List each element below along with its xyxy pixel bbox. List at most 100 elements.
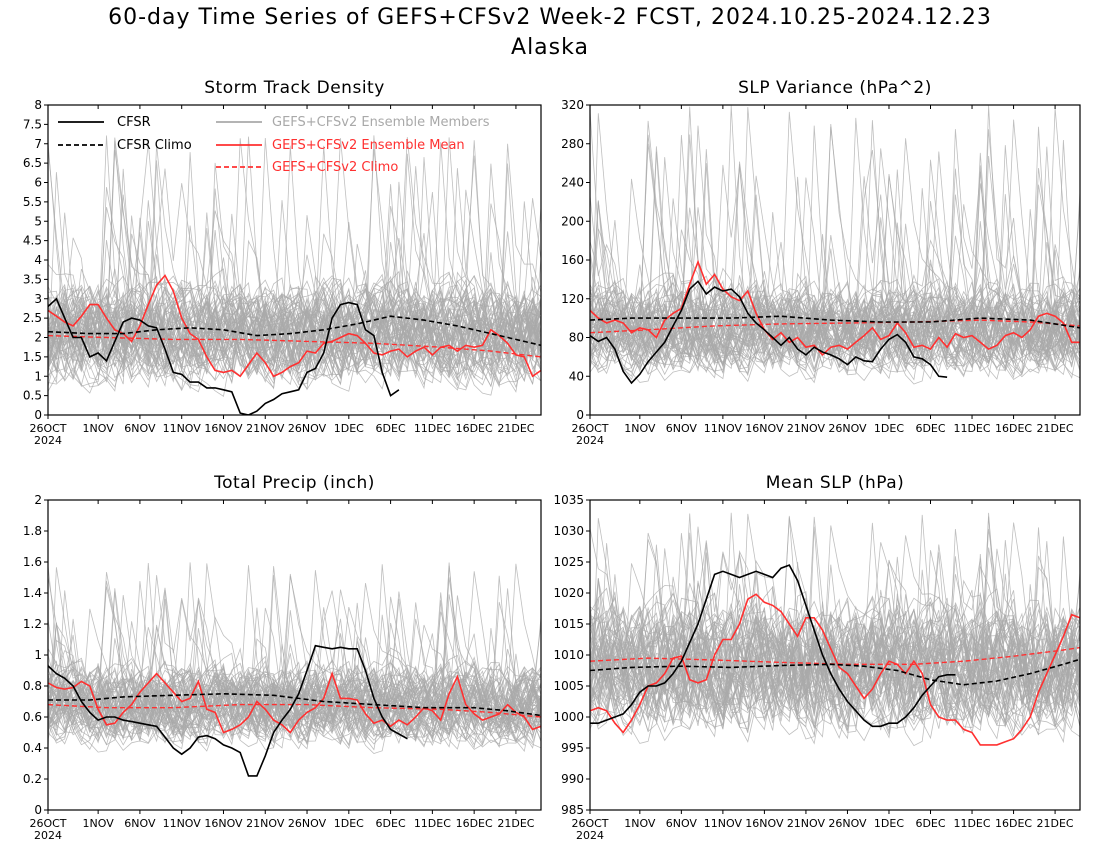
plot-area bbox=[48, 562, 541, 777]
member-line bbox=[48, 563, 541, 736]
y-tick-label: 1030 bbox=[553, 524, 584, 538]
x-tick-label: 21DEC bbox=[497, 422, 534, 435]
x-tick-label: 1NOV bbox=[83, 817, 115, 830]
x-tick-label: 16DEC bbox=[456, 817, 493, 830]
x-tick-label: 6DEC bbox=[915, 817, 945, 830]
y-tick-label: 1.2 bbox=[23, 617, 42, 631]
x-tick-label: 26NOV bbox=[288, 817, 327, 830]
x-tick-label: 16DEC bbox=[995, 817, 1032, 830]
x-tick-label: 6NOV bbox=[666, 422, 698, 435]
x-tick-label: 11NOV bbox=[704, 422, 743, 435]
x-tick-label: 6DEC bbox=[376, 817, 406, 830]
member-line bbox=[590, 282, 1080, 382]
y-tick-label: 40 bbox=[569, 369, 584, 383]
y-tick-label: 3 bbox=[34, 292, 42, 306]
x-tick-label: 21DEC bbox=[497, 817, 534, 830]
y-tick-label: 200 bbox=[561, 214, 584, 228]
legend: CFSR CFSR Climo GEFS+CFSv2 Ensemble Member… bbox=[58, 115, 490, 175]
legend-cfsr-climo-label: CFSR Climo bbox=[117, 138, 192, 153]
y-tick-label: 0 bbox=[34, 408, 42, 422]
y-tick-label: 0.8 bbox=[23, 679, 42, 693]
y-tick-label: 2 bbox=[34, 331, 42, 345]
x-tick-label: 11DEC bbox=[953, 817, 990, 830]
x-tick-label: 11NOV bbox=[163, 817, 202, 830]
member-line bbox=[48, 663, 541, 741]
member-line bbox=[48, 291, 541, 387]
x-tick-label: 1DEC bbox=[334, 817, 364, 830]
ensemble-members bbox=[590, 512, 1080, 747]
member-line bbox=[48, 138, 541, 383]
y-tick-label: 6 bbox=[34, 176, 42, 190]
y-tick-label: 120 bbox=[561, 292, 584, 306]
y-tick-label: 1 bbox=[34, 369, 42, 383]
y-tick-label: 1015 bbox=[553, 617, 584, 631]
x-tick-label: 1NOV bbox=[83, 422, 115, 435]
x-tick-label: 11DEC bbox=[414, 817, 451, 830]
member-line bbox=[48, 233, 541, 384]
y-tick-label: 990 bbox=[561, 772, 584, 786]
y-tick-label: 1010 bbox=[553, 648, 584, 662]
ensemble-members bbox=[48, 562, 541, 754]
ensemble-members bbox=[590, 105, 1080, 385]
member-line bbox=[590, 561, 1080, 737]
x-tick-label: 6DEC bbox=[376, 422, 406, 435]
y-tick-label: 1035 bbox=[553, 493, 584, 507]
member-line bbox=[590, 173, 1080, 374]
member-line bbox=[48, 137, 541, 378]
x-tick-label: 21NOV bbox=[787, 817, 826, 830]
x-tick-label: 16NOV bbox=[745, 422, 784, 435]
x-tick-label: 26NOV bbox=[828, 817, 867, 830]
member-line bbox=[590, 280, 1080, 380]
panel-title: SLP Variance (hPa^2) bbox=[738, 78, 932, 98]
member-line bbox=[590, 535, 1080, 728]
member-line bbox=[590, 139, 1080, 366]
legend-ens-mean-label: GEFS+CFSv2 Ensemble Mean bbox=[272, 138, 465, 153]
member-line bbox=[590, 544, 1080, 719]
x-tick-label: 1DEC bbox=[874, 817, 904, 830]
y-tick-label: 1.6 bbox=[23, 555, 42, 569]
y-tick-label: 240 bbox=[561, 176, 584, 190]
series-cfsr bbox=[48, 297, 400, 415]
panel-title: Storm Track Density bbox=[204, 78, 385, 98]
series-gefs-cfsv2-ensemble-mean bbox=[48, 274, 541, 378]
y-tick-label: 0.2 bbox=[23, 772, 42, 786]
panel-4: Mean SLP (hPa) 985 990 995 1000 1005 1010 1015 1… bbox=[553, 473, 1081, 842]
member-line bbox=[48, 145, 541, 380]
y-tick-label: 4.5 bbox=[23, 234, 42, 248]
member-line bbox=[590, 145, 1080, 367]
x-tick-label: 21NOV bbox=[246, 817, 285, 830]
y-tick-label: 1000 bbox=[553, 710, 584, 724]
y-tick-label: 160 bbox=[561, 253, 584, 267]
x-tick-label: 21NOV bbox=[246, 422, 285, 435]
y-tick-label: 1025 bbox=[553, 555, 584, 569]
legend-cfsr-label: CFSR bbox=[117, 115, 151, 130]
member-line bbox=[590, 522, 1080, 717]
member-line bbox=[48, 277, 541, 377]
x-tick-label: 26NOV bbox=[288, 422, 327, 435]
series-gefs-cfsv2-climo bbox=[590, 319, 1080, 334]
y-tick-label: 1.8 bbox=[23, 524, 42, 538]
y-tick-label: 0.5 bbox=[23, 389, 42, 403]
series-cfsr bbox=[590, 564, 956, 728]
series-cfsr bbox=[48, 644, 408, 777]
member-line bbox=[48, 257, 541, 381]
member-line bbox=[48, 135, 541, 383]
series-cfsr-climo bbox=[590, 315, 1080, 329]
series-cfsr-climo bbox=[48, 692, 541, 717]
member-line bbox=[590, 553, 1080, 744]
x-tick-label: 11DEC bbox=[414, 422, 451, 435]
x-tick-label: 26NOV bbox=[828, 422, 867, 435]
y-tick-label: 280 bbox=[561, 137, 584, 151]
x-tick-label: 26OCT bbox=[571, 817, 608, 830]
x-tick-year: 2024 bbox=[576, 434, 604, 447]
series-cfsr bbox=[590, 280, 948, 385]
series-cfsr-climo bbox=[590, 658, 1080, 686]
y-tick-label: 0.4 bbox=[23, 741, 42, 755]
y-tick-label: 2 bbox=[34, 493, 42, 507]
y-tick-label: 6.5 bbox=[23, 156, 42, 170]
series-cfsr-climo bbox=[48, 315, 541, 347]
legend-ens-climo-label: GEFS+CFSv2 Climo bbox=[272, 160, 398, 175]
member-line bbox=[590, 617, 1080, 740]
member-line bbox=[590, 117, 1080, 378]
x-tick-label: 26OCT bbox=[571, 422, 608, 435]
